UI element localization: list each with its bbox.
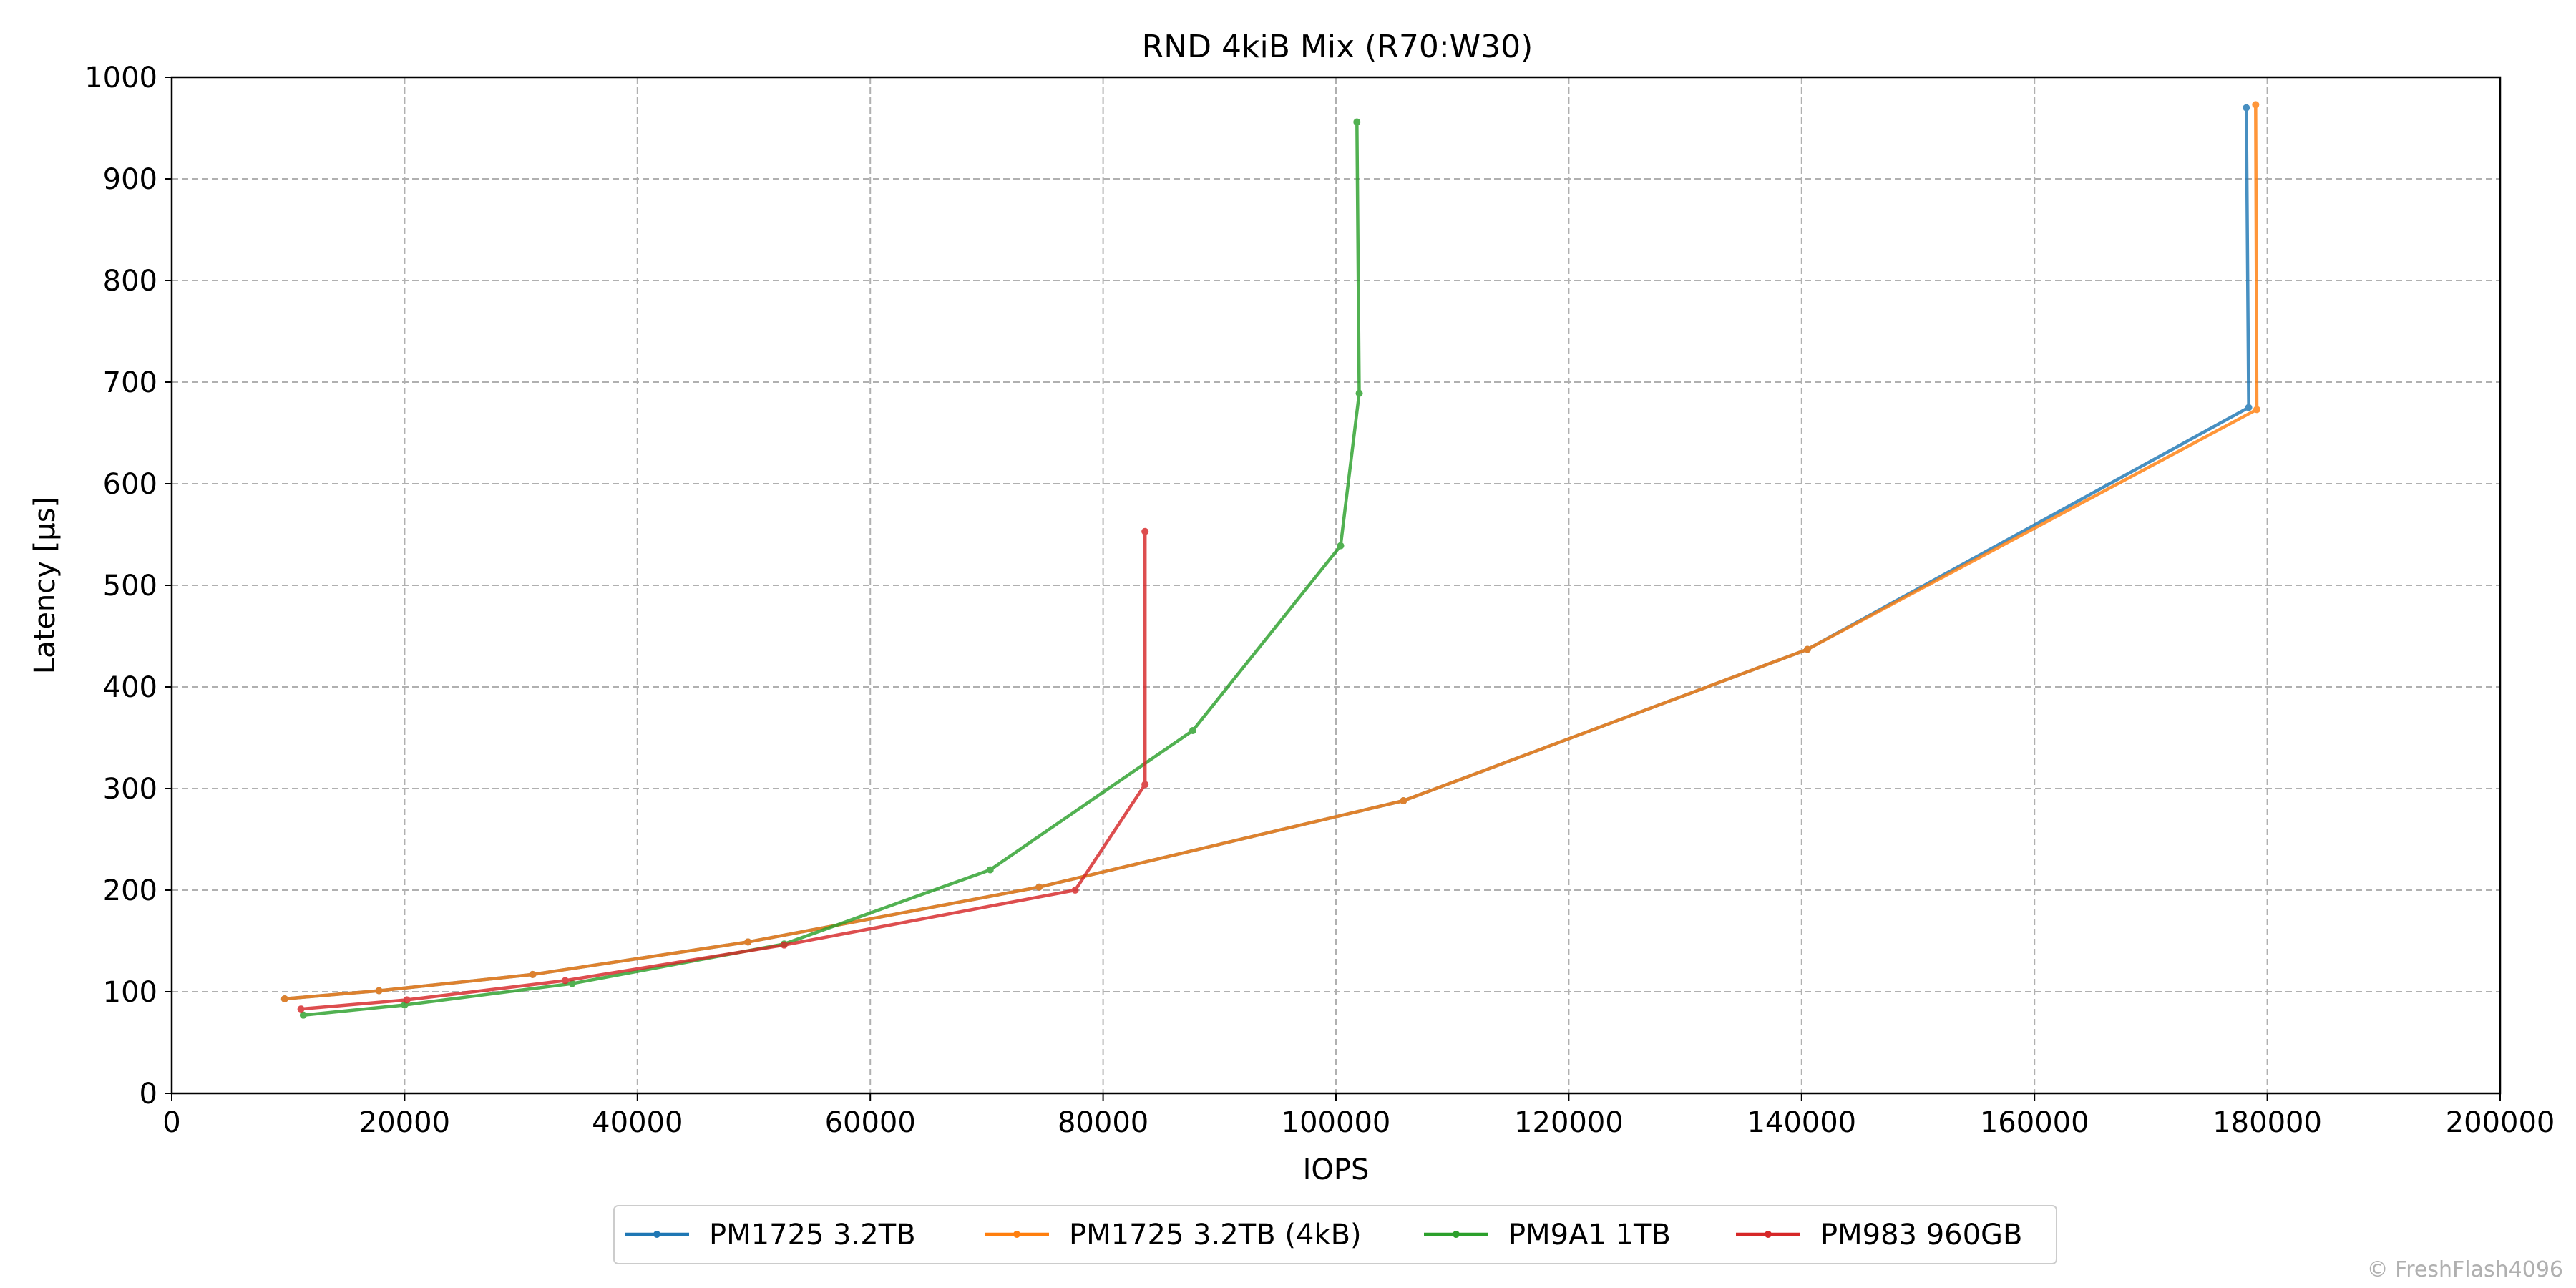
- legend-swatch-marker: [653, 1231, 660, 1238]
- x-tick-label: 140000: [1747, 1106, 1856, 1139]
- data-point: [2245, 404, 2253, 411]
- y-tick-label: 200: [103, 874, 157, 907]
- x-tick-label: 80000: [1058, 1106, 1148, 1139]
- legend-item: PM9A1 1TB: [1424, 1219, 1671, 1252]
- data-point: [375, 987, 383, 995]
- y-axis-label: Latency [µs]: [29, 497, 62, 674]
- series-3: [297, 527, 1149, 1013]
- data-point: [299, 1011, 307, 1019]
- legend-item: PM1725 3.2TB (4kB): [985, 1219, 1362, 1252]
- x-axis-label: IOPS: [1303, 1153, 1370, 1186]
- data-point: [561, 977, 569, 985]
- data-point: [280, 995, 288, 1002]
- axis-ticks: 0 20000 40000 60000 80000 100000 120000 140000 1…: [84, 62, 2555, 1139]
- y-tick-label: 900: [103, 163, 157, 196]
- data-point: [568, 980, 576, 987]
- series-1: [280, 101, 2260, 1002]
- y-tick-label: 100: [103, 976, 157, 1009]
- data-point: [744, 938, 752, 946]
- data-point: [1071, 887, 1079, 894]
- data-point: [1803, 645, 1811, 653]
- y-tick-label: 500: [103, 570, 157, 602]
- x-tick-label: 100000: [1282, 1106, 1391, 1139]
- data-point: [1141, 781, 1149, 789]
- data-point: [529, 970, 537, 978]
- y-tick-label: 400: [103, 671, 157, 704]
- legend-label: PM983 960GB: [1820, 1219, 2022, 1252]
- legend-frame: [613, 1205, 2057, 1264]
- data-point: [2243, 104, 2250, 112]
- x-tick-label: 120000: [1514, 1106, 1624, 1139]
- y-tick-label: 800: [103, 265, 157, 298]
- data-point: [1337, 542, 1345, 550]
- y-tick-label: 600: [103, 468, 157, 501]
- x-tick-label: 0: [162, 1106, 180, 1139]
- y-tick-label: 1000: [84, 62, 157, 94]
- x-tick-label: 160000: [1980, 1106, 2089, 1139]
- data-point: [2253, 406, 2260, 414]
- legend-swatch-marker: [1453, 1231, 1460, 1238]
- x-tick-label: 200000: [2446, 1106, 2555, 1139]
- data-point: [986, 866, 994, 874]
- x-tick-label: 60000: [825, 1106, 916, 1139]
- legend-item: PM1725 3.2TB: [625, 1219, 916, 1252]
- watermark: © FreshFlash4096: [2366, 1257, 2563, 1282]
- y-tick-label: 300: [103, 773, 157, 806]
- data-point: [297, 1005, 305, 1013]
- y-tick-label: 700: [103, 366, 157, 399]
- data-point: [1355, 389, 1363, 397]
- legend-item: PM983 960GB: [1736, 1219, 2022, 1252]
- x-tick-label: 180000: [2212, 1106, 2322, 1139]
- legend-swatch-marker: [1013, 1231, 1020, 1238]
- legend-label: PM9A1 1TB: [1508, 1219, 1671, 1252]
- series-layer: [280, 101, 2260, 1019]
- data-point: [1141, 527, 1149, 535]
- data-point: [780, 941, 788, 949]
- legend-label: PM1725 3.2TB: [709, 1219, 916, 1252]
- data-point: [403, 996, 411, 1004]
- data-point: [1035, 883, 1043, 891]
- data-point: [1353, 118, 1361, 126]
- chart-title: RND 4kiB Mix (R70:W30): [1142, 29, 1533, 65]
- data-point: [2252, 101, 2260, 109]
- legend: PM1725 3.2TB PM1725 3.2TB (4kB) PM9A1 1TB P…: [613, 1205, 2057, 1264]
- x-tick-label: 40000: [592, 1106, 683, 1139]
- legend-swatch-marker: [1765, 1231, 1772, 1238]
- legend-label: PM1725 3.2TB (4kB): [1069, 1219, 1362, 1252]
- y-tick-label: 0: [140, 1078, 157, 1111]
- data-point: [1189, 727, 1196, 735]
- data-point: [1400, 797, 1407, 805]
- x-tick-label: 20000: [359, 1106, 450, 1139]
